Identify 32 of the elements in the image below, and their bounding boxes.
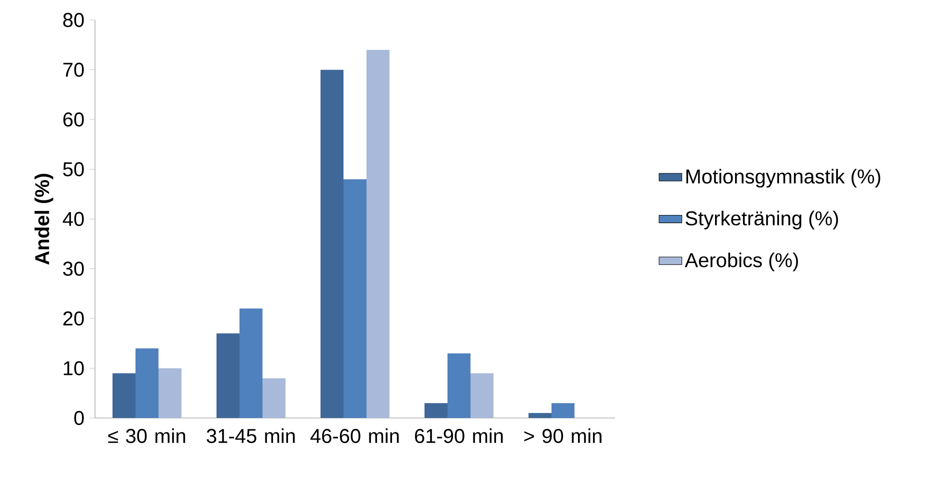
bar bbox=[366, 50, 390, 418]
legend-label: Styrketräning (%) bbox=[686, 210, 838, 230]
bar bbox=[320, 70, 344, 418]
y-tick-label: 50 bbox=[63, 162, 84, 176]
y-tick-label: 30 bbox=[63, 262, 84, 276]
x-tick-label: 46-60 min bbox=[310, 428, 399, 444]
y-axis-title: Andel (%) bbox=[34, 174, 54, 265]
y-tick-label: 40 bbox=[62, 212, 84, 226]
x-tick-label: > 90 min bbox=[524, 428, 602, 444]
legend-label: Aerobics (%) bbox=[684, 252, 798, 272]
bar bbox=[112, 373, 136, 418]
bar bbox=[344, 179, 367, 418]
bar bbox=[448, 353, 471, 418]
x-tick-label: 31-45 min bbox=[206, 428, 295, 444]
y-tick-label: 60 bbox=[63, 112, 84, 127]
bar bbox=[262, 378, 286, 418]
y-tick-label: 0 bbox=[74, 410, 84, 426]
bar bbox=[158, 368, 182, 418]
bar bbox=[424, 403, 448, 418]
x-tick-label: ≤ 30 min bbox=[108, 428, 186, 444]
bar bbox=[136, 348, 158, 418]
y-tick-label: 20 bbox=[63, 311, 84, 326]
bar bbox=[240, 308, 263, 418]
bar bbox=[216, 333, 240, 418]
y-tick-label: 10 bbox=[64, 361, 84, 376]
x-tick-label: 61-90 min bbox=[415, 428, 503, 444]
legend-label: Motionsgymnastik (%) bbox=[686, 168, 880, 188]
bar bbox=[528, 413, 552, 418]
y-tick-label: 80 bbox=[63, 12, 84, 28]
bar bbox=[552, 403, 575, 418]
bar bbox=[470, 373, 494, 418]
y-tick-label: 70 bbox=[63, 62, 84, 77]
